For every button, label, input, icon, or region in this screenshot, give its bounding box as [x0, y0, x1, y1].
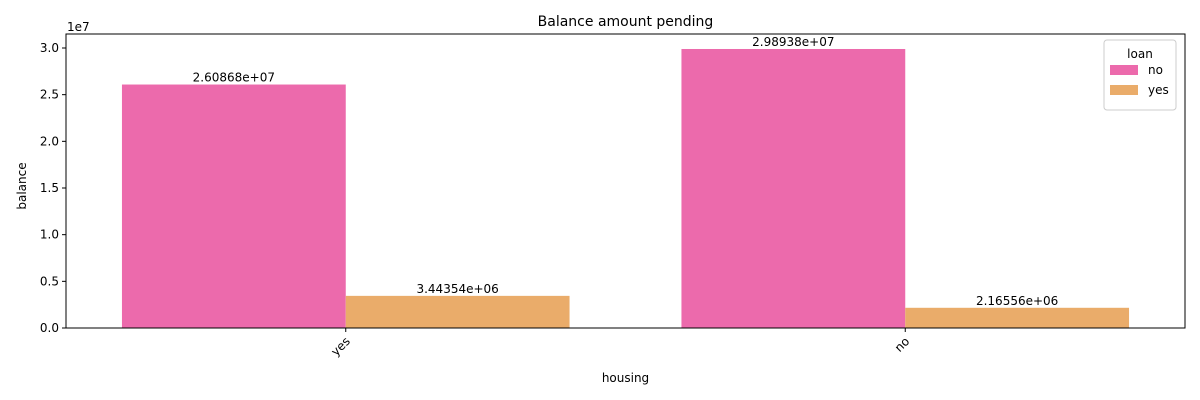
- data-labels: 2.60868e+07 3.44354e+06 2.98938e+07 2.16556…: [193, 35, 1059, 308]
- y-axis-label: balance: [15, 162, 29, 209]
- data-label-yes-loan-yes: 3.44354e+06: [416, 282, 498, 296]
- legend-entries: no yes: [1110, 63, 1169, 97]
- y-tick-label: 0.0: [40, 321, 59, 335]
- x-tick-label: yes: [328, 334, 353, 359]
- data-label-no-loan-no: 2.98938e+07: [752, 35, 834, 49]
- y-tick-label: 2.5: [40, 88, 59, 102]
- chart-title: Balance amount pending: [538, 14, 714, 30]
- bar-yes-loan-no: [121, 84, 346, 329]
- legend-title: loan: [1127, 47, 1153, 61]
- bars: [121, 48, 1130, 329]
- bar-no-loan-yes: [905, 307, 1130, 328]
- legend-label-no: no: [1148, 63, 1163, 77]
- y-tick-label: 1.5: [40, 181, 59, 195]
- plot-frame: [65, 33, 1186, 329]
- legend-label-yes: yes: [1148, 83, 1169, 97]
- bar-yes-loan-yes: [345, 295, 570, 328]
- legend: loan no yes: [1103, 39, 1177, 111]
- data-label-yes-loan-no: 2.60868e+07: [193, 71, 275, 85]
- x-tick-label: no: [892, 334, 912, 354]
- legend-swatch-yes: [1110, 85, 1138, 95]
- bar-no-loan-no: [681, 48, 906, 328]
- x-axis-label: housing: [602, 371, 649, 385]
- legend-swatch-no: [1110, 65, 1138, 75]
- x-axis-ticks: yes no: [328, 328, 912, 359]
- y-tick-label: 0.5: [40, 274, 59, 288]
- data-label-no-loan-yes: 2.16556e+06: [976, 294, 1058, 308]
- y-tick-label: 1.0: [40, 228, 59, 242]
- plot-area: 2.60868e+07 3.44354e+06 2.98938e+07 2.16556…: [40, 33, 1186, 359]
- y-axis-ticks: 0.0 0.5 1.0 1.5 2.0 2.5 3.0: [40, 41, 66, 335]
- y-tick-label: 2.0: [40, 134, 59, 148]
- y-tick-label: 3.0: [40, 41, 59, 55]
- y-axis-offset-text: 1e7: [67, 20, 90, 34]
